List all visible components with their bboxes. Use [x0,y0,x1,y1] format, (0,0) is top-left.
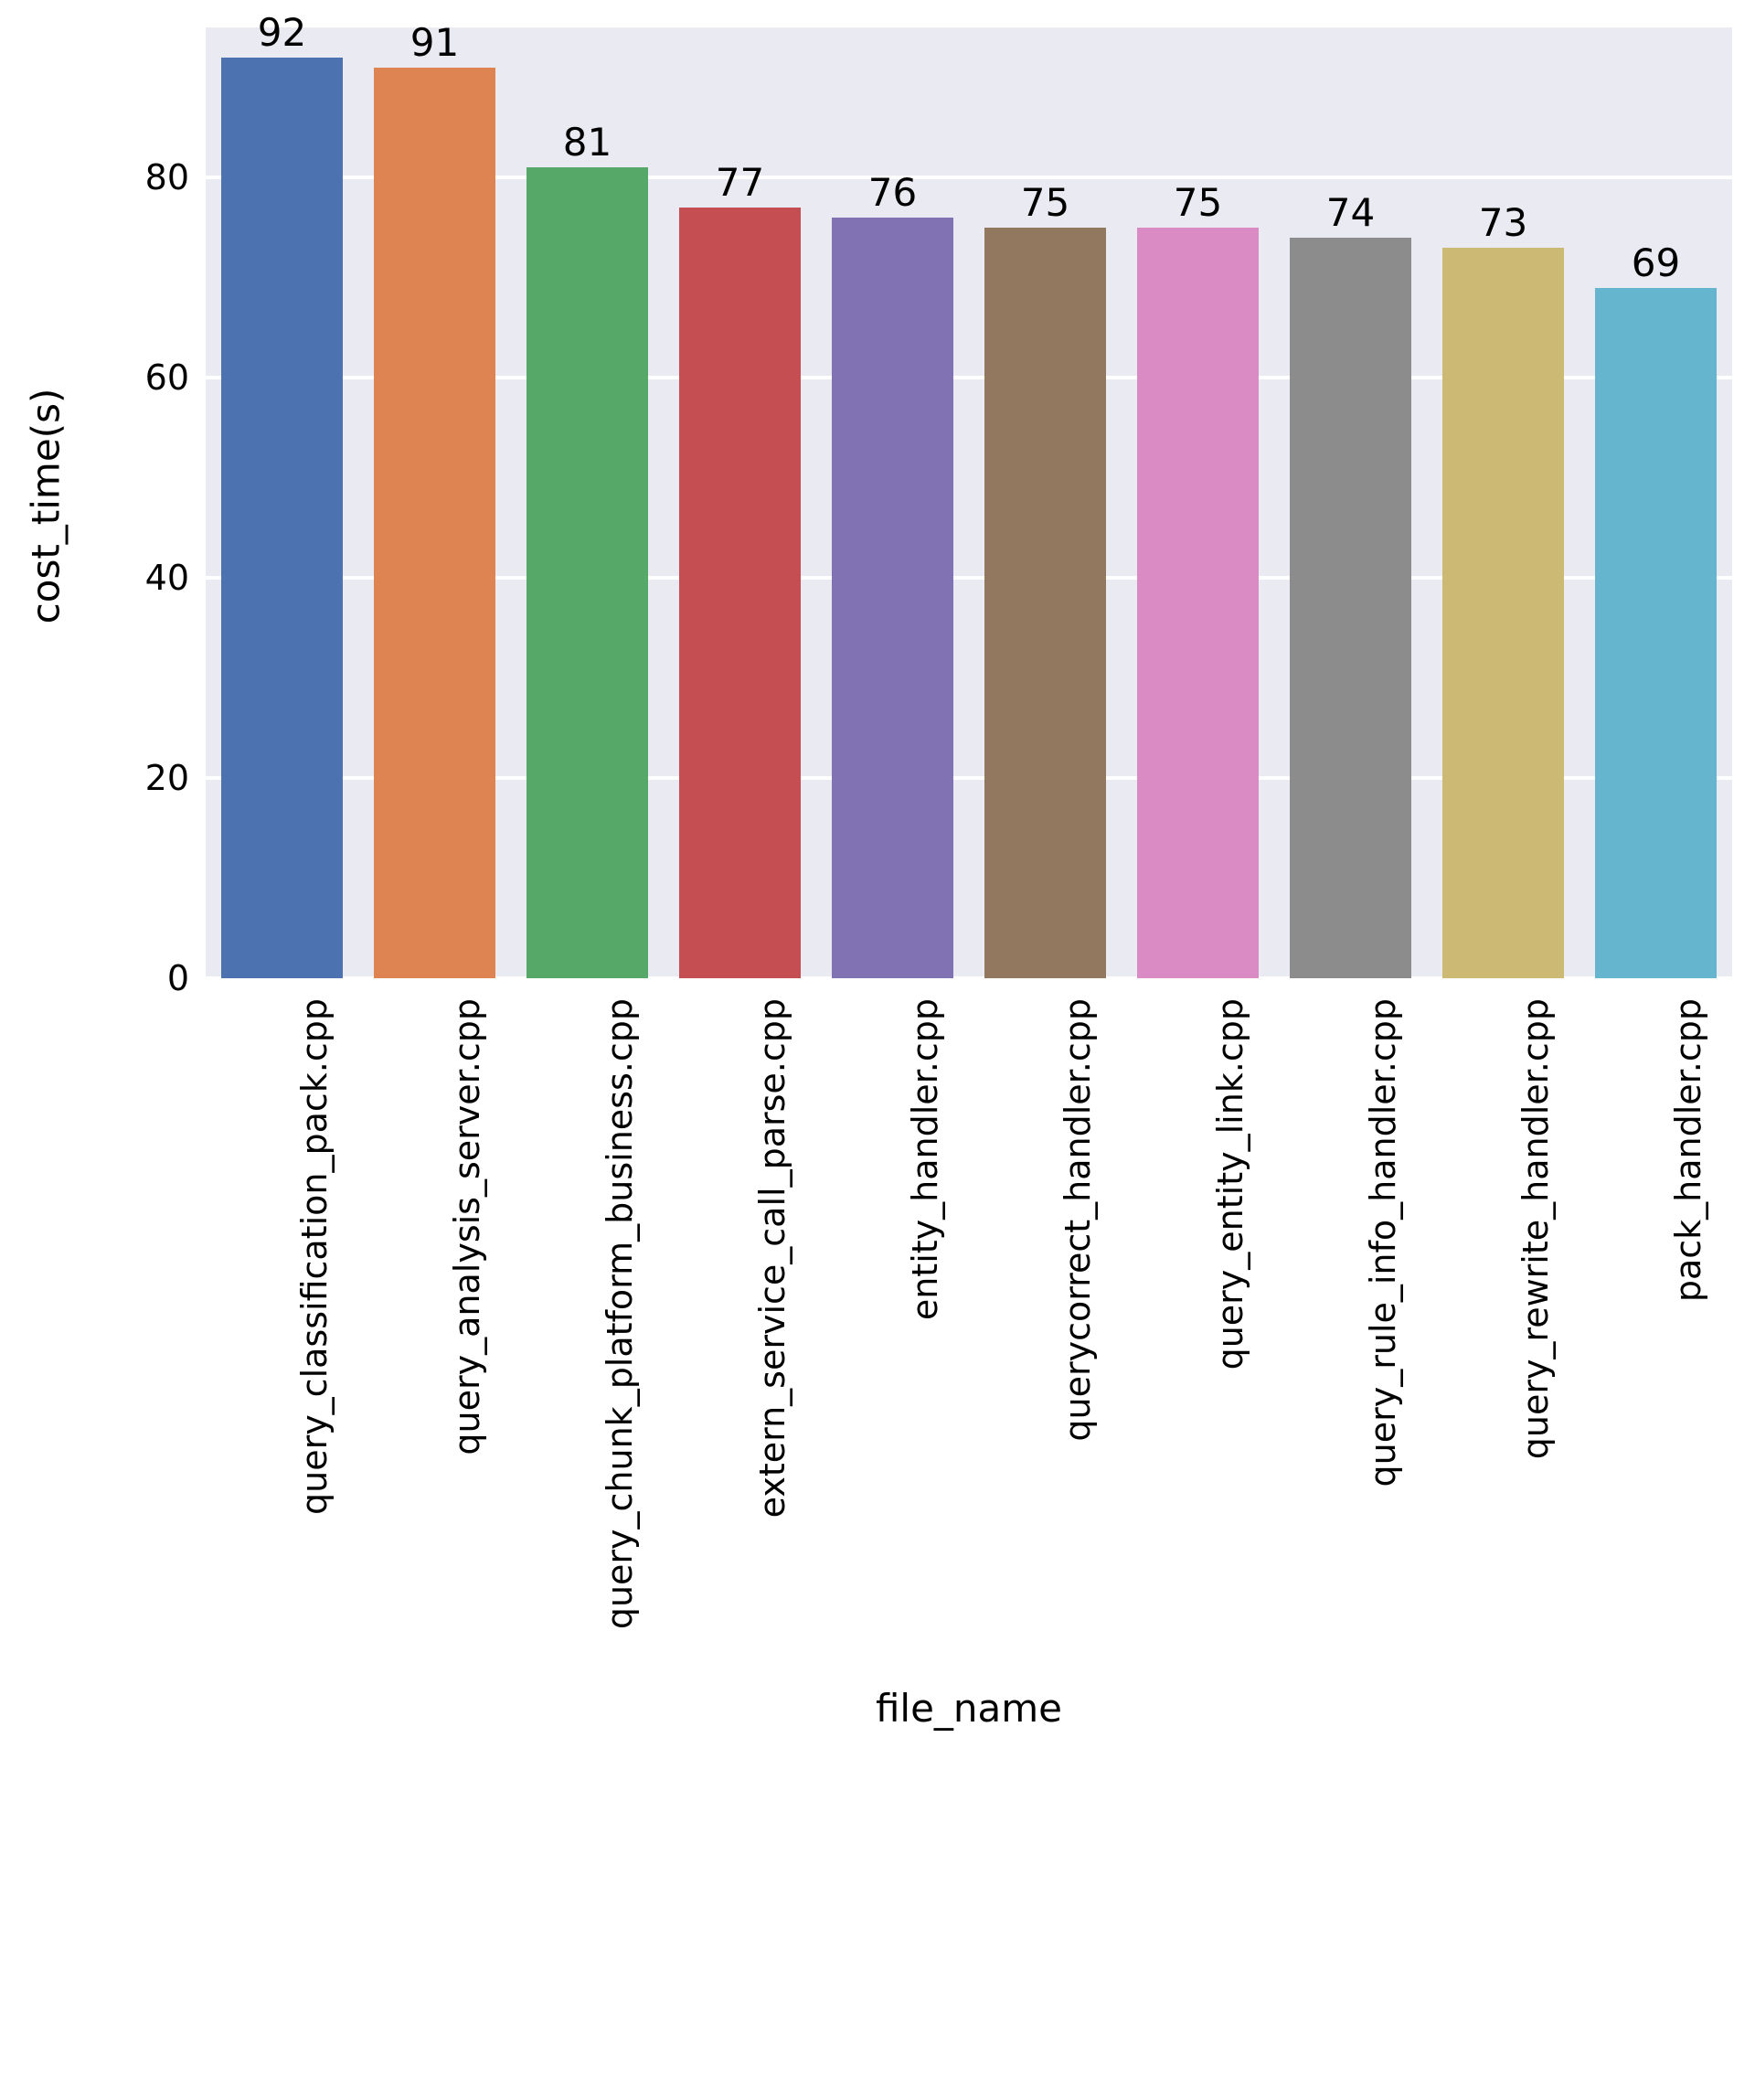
bar [1442,248,1565,978]
bar-value-label: 73 [1449,200,1558,245]
xtick-label: query_rule_info_handler.cpp [1363,998,1403,1913]
chart-container: 92 91 81 77 76 75 75 74 73 69 0 20 40 60 80 query_cla… [0,0,1755,2100]
bar-value-label: 92 [228,10,337,55]
xtick-label: query_chunk_platform_business.cpp [600,998,640,1913]
xtick-label: query_rewrite_handler.cpp [1516,998,1556,1913]
bar [832,218,954,978]
bar [1137,228,1260,978]
bar-value-label: 69 [1601,240,1711,285]
bar [984,228,1107,978]
ytick-label: 60 [61,357,189,398]
xtick-label: pack_handler.cpp [1668,998,1708,1913]
ytick-label: 20 [61,758,189,798]
bar-value-label: 91 [380,20,490,65]
ytick-label: 0 [61,958,189,998]
xtick-label: query_classification_pack.cpp [294,998,335,1913]
xtick-label: querycorrect_handler.cpp [1058,998,1098,1913]
bar [679,208,802,978]
xtick-label: query_entity_link.cpp [1210,998,1250,1913]
bar [1595,288,1718,978]
bar [526,167,649,978]
bar-value-label: 75 [991,180,1101,225]
y-axis-label: cost_time(s) [24,278,69,735]
bar [1290,238,1412,978]
bar-value-label: 81 [533,120,643,165]
bar-value-label: 75 [1143,180,1253,225]
xtick-label: query_analysis_server.cpp [447,998,487,1913]
xtick-label: extern_service_call_parse.cpp [752,998,792,1913]
bar-value-label: 77 [686,160,795,205]
bar-value-label: 76 [838,170,948,215]
bar [221,58,344,978]
ytick-label: 40 [61,558,189,598]
xtick-label: entity_handler.cpp [905,998,945,1913]
bar [374,68,496,978]
x-axis-label: file_name [206,1686,1732,1731]
bar-value-label: 74 [1296,190,1406,235]
ytick-label: 80 [61,157,189,197]
